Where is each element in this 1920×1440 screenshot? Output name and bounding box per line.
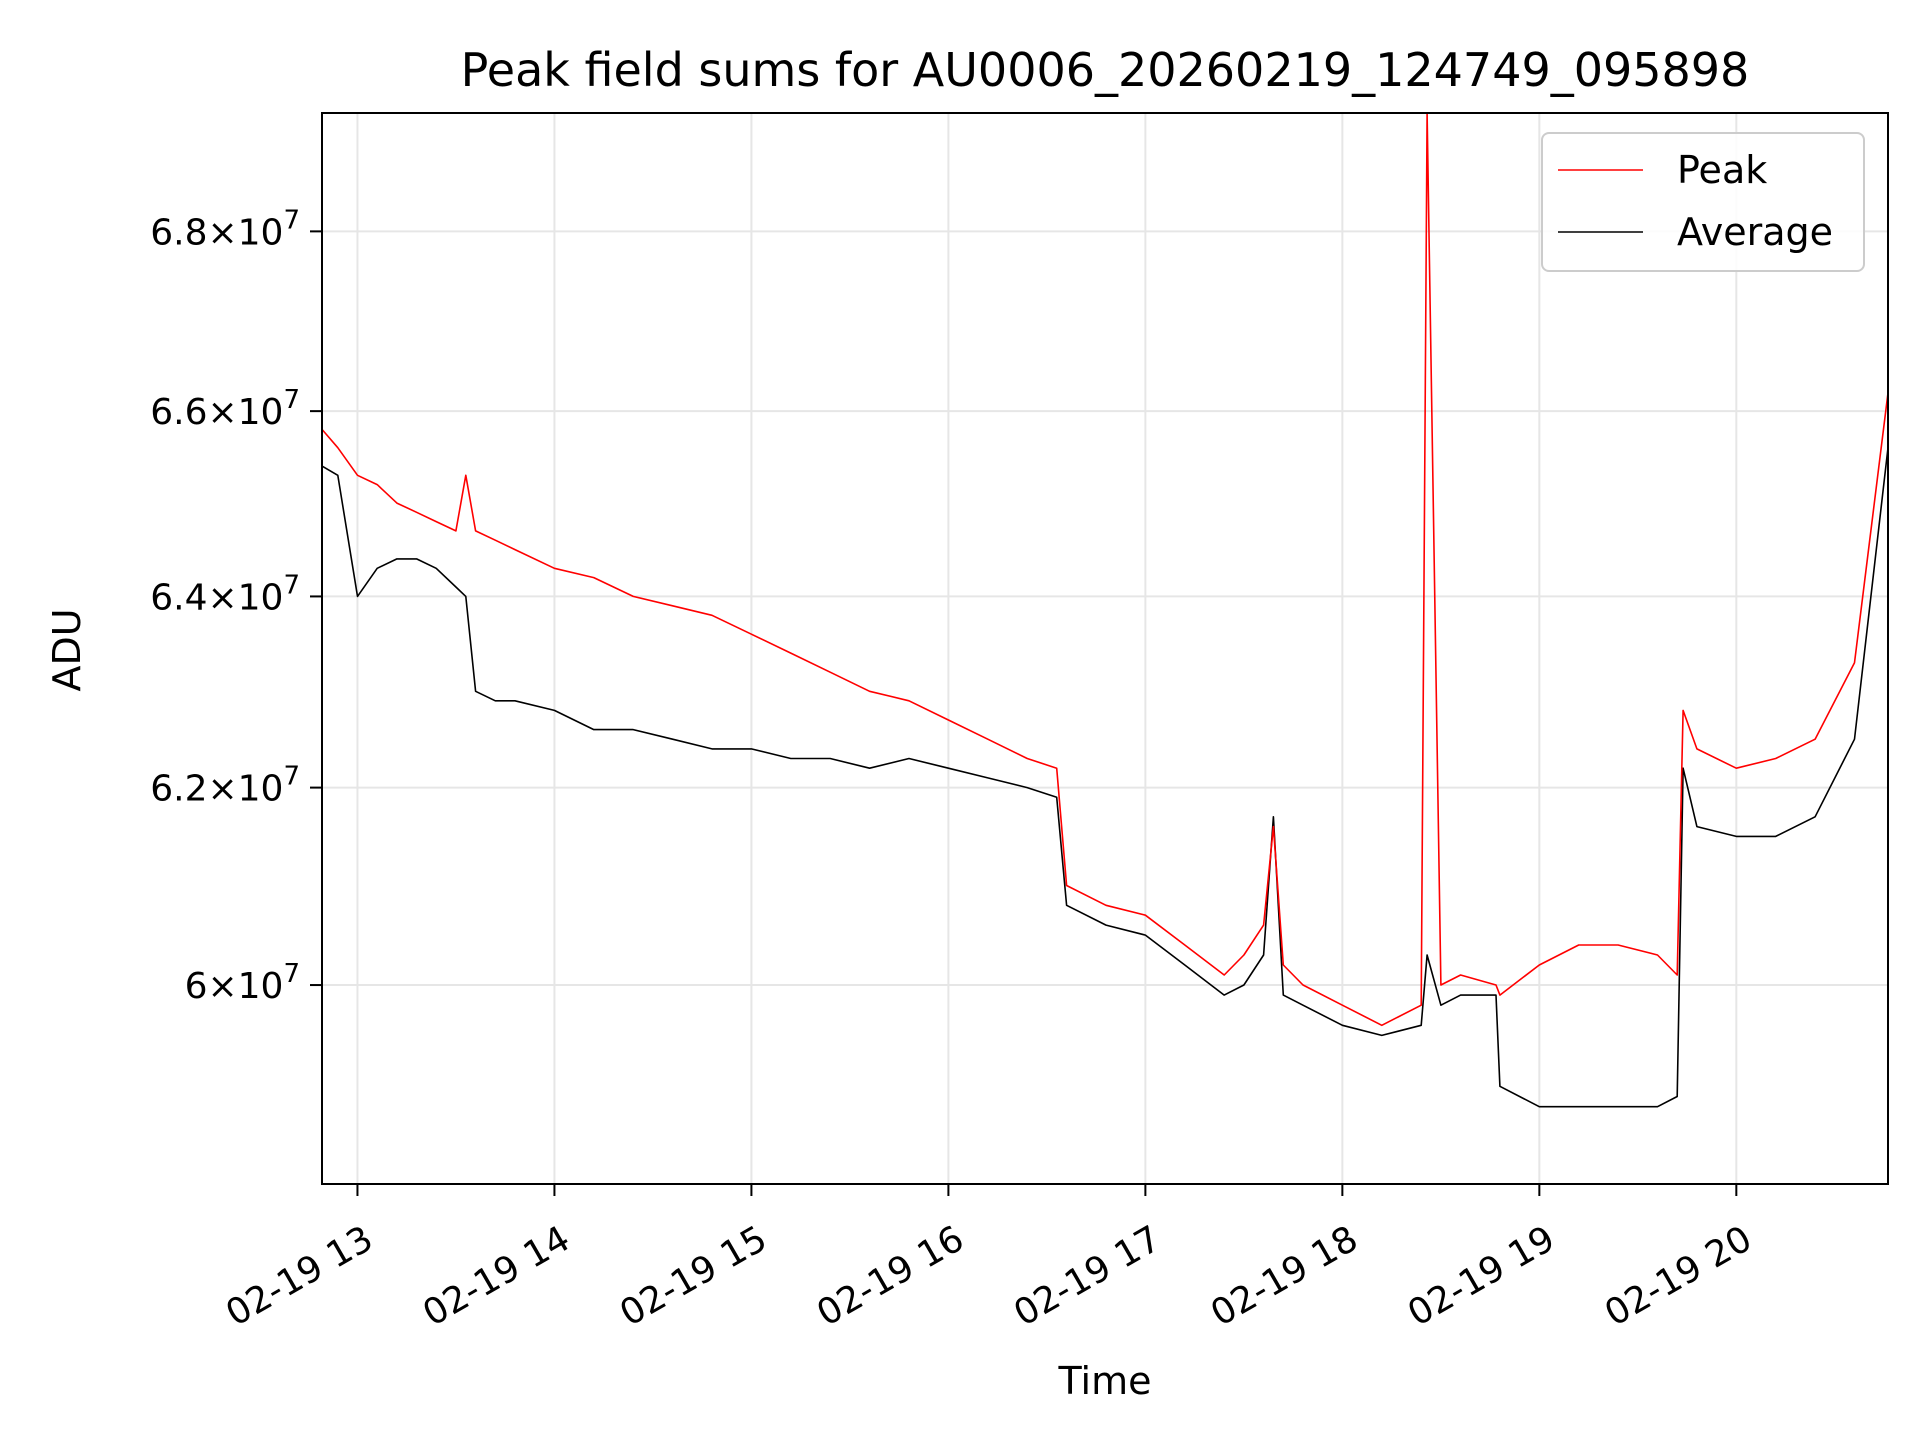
legend: Peak Average	[1541, 132, 1865, 272]
legend-label-peak: Peak	[1677, 148, 1767, 192]
plot-frame	[321, 112, 1889, 1185]
x-axis-label: Time	[1058, 1359, 1152, 1403]
legend-label-average: Average	[1677, 210, 1833, 254]
y-axis: 6×107 6.2×107 6.4×107 6.6×107 6.8×107	[150, 205, 322, 1007]
y-tick-label: 6.4×107	[150, 570, 300, 618]
series-line-average	[321, 447, 1889, 1108]
y-tick-label: 6.2×107	[150, 762, 300, 810]
legend-box	[1541, 132, 1865, 272]
series-line-peak	[321, 112, 1889, 1027]
y-axis-label: ADU	[45, 608, 89, 691]
series-group	[321, 112, 1889, 1108]
grid	[322, 113, 1888, 1184]
y-tick-label: 6.6×107	[150, 385, 300, 433]
chart-title: Peak field sums for AU0006_20260219_1247…	[461, 43, 1750, 97]
y-tick-label: 6×107	[185, 959, 300, 1007]
y-tick-label: 6.8×107	[150, 205, 300, 253]
